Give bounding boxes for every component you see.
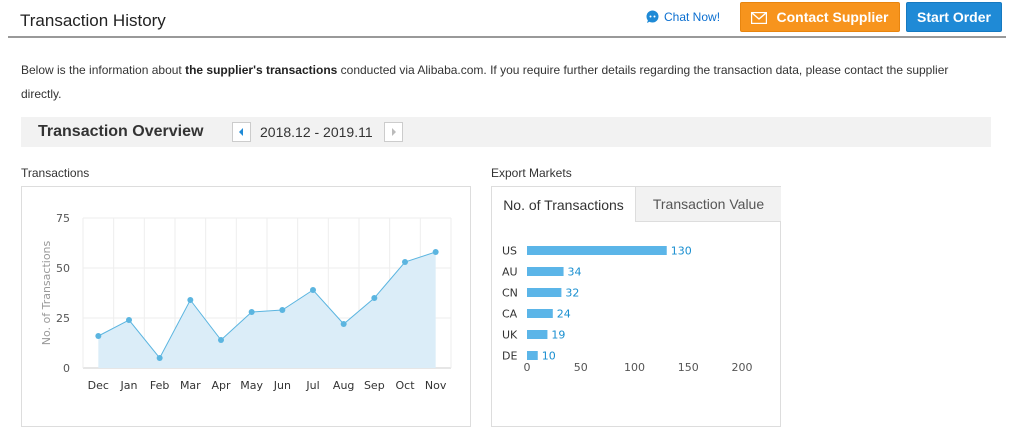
intro-text-bold: the supplier's transactions (185, 63, 338, 77)
bar-category-label: CN (502, 287, 518, 300)
y-tick-label: 75 (56, 212, 70, 225)
bar (527, 309, 553, 318)
bar (527, 246, 667, 255)
intro-text: Below is the information about the suppl… (21, 58, 981, 106)
chat-now-label: Chat Now! (664, 10, 721, 24)
y-axis-label: No. of Transactions (40, 240, 53, 345)
data-point (402, 259, 408, 265)
bar (527, 330, 548, 339)
x-tick-label: 0 (524, 361, 531, 374)
transactions-label: Transactions (21, 166, 90, 180)
x-tick-label: 100 (624, 361, 645, 374)
x-tick-label: Jul (305, 379, 319, 392)
tab-no-of-transactions[interactable]: No. of Transactions (492, 187, 636, 222)
bar-category-label: DE (502, 350, 517, 363)
period-range: 2018.12 - 2019.11 (260, 124, 373, 140)
contact-supplier-label: Contact Supplier (776, 9, 889, 25)
bar-value-label: 32 (565, 287, 579, 300)
x-tick-label: Oct (395, 379, 415, 392)
x-tick-label: 200 (732, 361, 753, 374)
x-tick-label: Mar (180, 379, 201, 392)
data-point (310, 287, 316, 293)
envelope-icon (751, 11, 768, 25)
previous-period-button[interactable] (232, 122, 251, 142)
export-markets-label: Export Markets (491, 166, 572, 180)
bar-category-label: CA (502, 308, 518, 321)
x-tick-label: Apr (211, 379, 231, 392)
bar (527, 267, 564, 276)
x-tick-label: Nov (425, 379, 447, 392)
data-point (340, 321, 347, 327)
data-point (432, 249, 439, 255)
overview-title: Transaction Overview (38, 123, 204, 140)
x-tick-label: Jun (273, 379, 291, 392)
x-tick-label: May (240, 379, 263, 392)
bar-value-label: 34 (568, 266, 582, 279)
caret-left-icon (239, 128, 243, 136)
bar-value-label: 19 (551, 329, 565, 342)
contact-supplier-button[interactable]: Contact Supplier (740, 2, 900, 32)
page-title: Transaction History (20, 11, 166, 30)
transactions-line-chart: 0 25 50 75 Dec Jan Feb Mar Apr May Jun Jul Aug Sep Oct… (40, 212, 452, 392)
x-tick-label: 150 (678, 361, 699, 374)
data-point (187, 297, 194, 303)
data-point (126, 317, 132, 323)
data-point (218, 337, 224, 343)
bar-category-label: AU (502, 266, 518, 279)
data-point (279, 307, 286, 313)
bar (527, 351, 538, 360)
x-tick-label: Aug (333, 379, 354, 392)
bar (527, 288, 562, 297)
overview-bar: Transaction Overview 2018.12 - 2019.11 (21, 117, 991, 147)
bar-value-label: 24 (557, 308, 571, 321)
next-period-button[interactable] (384, 122, 403, 142)
y-tick-label: 0 (63, 362, 70, 375)
caret-right-icon (392, 128, 396, 136)
export-markets-panel: No. of Transactions Transaction Value US… (491, 186, 781, 427)
y-tick-label: 50 (56, 262, 70, 275)
chat-bubble-icon (645, 10, 660, 24)
x-tick-label: 50 (574, 361, 588, 374)
x-tick-label: Sep (364, 379, 385, 392)
header-bar: Transaction History Chat Now! Contact Su… (8, 0, 1006, 38)
x-tick-label: Jan (120, 379, 138, 392)
y-tick-label: 25 (56, 312, 70, 325)
start-order-button[interactable]: Start Order (906, 2, 1002, 32)
data-point (248, 309, 255, 315)
bar-value-label: 10 (542, 350, 556, 363)
data-point (156, 355, 163, 361)
chat-now-link[interactable]: Chat Now! (645, 10, 720, 24)
x-tick-label: Feb (150, 379, 169, 392)
bar-category-label: UK (502, 329, 518, 342)
bar-category-label: US (502, 245, 517, 258)
intro-text-before: Below is the information about (21, 63, 186, 77)
data-point (371, 295, 378, 301)
tab-transaction-value[interactable]: Transaction Value (636, 187, 781, 222)
transactions-chart-panel: 0 25 50 75 Dec Jan Feb Mar Apr May Jun Jul Aug Sep Oct… (21, 186, 471, 427)
x-tick-label: Dec (88, 379, 109, 392)
intro-text-after: conducted via Alibaba.com. If you requir… (21, 63, 949, 101)
data-point (95, 333, 102, 339)
series-line (98, 251, 436, 359)
series-area (98, 252, 436, 368)
bar-value-label: 130 (671, 245, 692, 258)
